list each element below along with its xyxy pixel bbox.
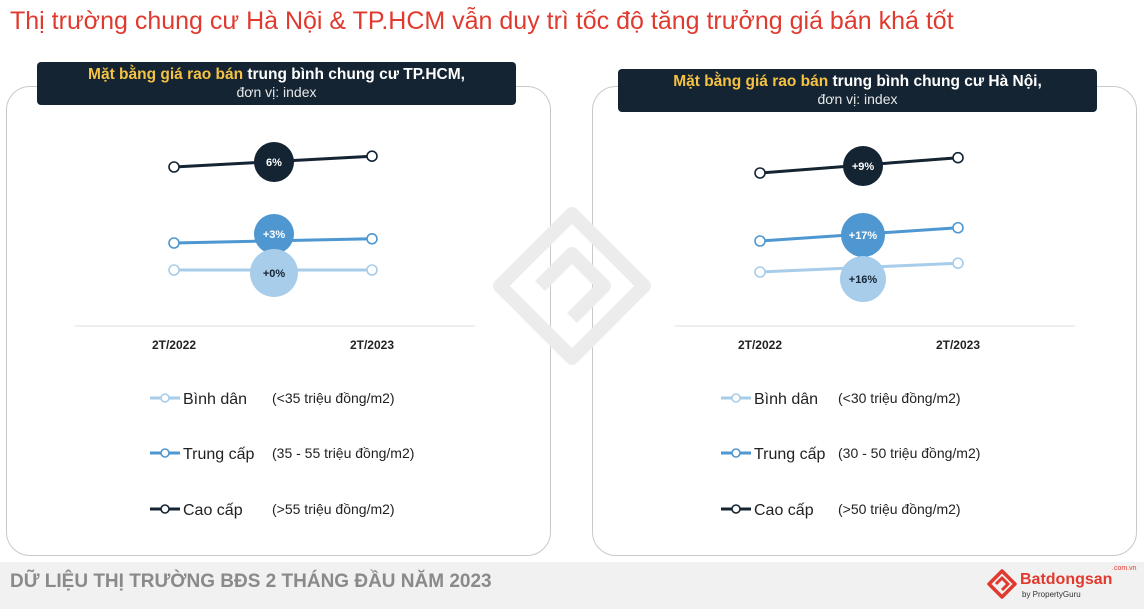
hanoi-legend-range-1: (30 - 50 triệu đồng/m2) [838, 445, 980, 461]
hanoi-legend-marker-0 [731, 504, 741, 514]
hcm-point-2-1 [366, 264, 378, 276]
batdongsan-logo-icon [987, 569, 1017, 599]
hcm-legend-range-2: (<35 triệu đồng/m2) [272, 390, 395, 406]
hcm-header-unit: đơn vị: index [236, 84, 317, 100]
logo-name: Batdongsan [1020, 571, 1113, 588]
hanoi-change-bubble-2 [840, 256, 886, 302]
hcm-legend-marker-2 [160, 393, 170, 403]
hanoi-header-unit: đơn vị: index [817, 91, 898, 107]
hanoi-change-bubble-0 [843, 146, 883, 186]
hcm-x-tick-0: 2T/2022 [152, 338, 196, 352]
hcm-change-label-1: +3% [263, 229, 286, 241]
hanoi-legend-marker-1 [731, 448, 741, 458]
hanoi-header-highlight: Mặt bằng giá rao bán [673, 73, 829, 90]
hanoi-legend-name-0: Cao cấp [754, 502, 814, 519]
hanoi-chart-header: Mặt bằng giá rao bán trung bình chung cư… [618, 69, 1097, 112]
logo-domain: .com.vn [1112, 565, 1137, 572]
page-title: Thị trường chung cư Hà Nội & TP.HCM vẫn … [10, 7, 954, 35]
hcm-point-2-0 [168, 264, 180, 276]
hcm-point-0-0 [168, 161, 180, 173]
footer-text: DỮ LIỆU THỊ TRƯỜNG BĐS 2 THÁNG ĐẦU NĂM 2… [10, 571, 492, 592]
hanoi-point-1-1 [952, 221, 964, 234]
hcm-point-1-1 [366, 233, 378, 245]
hcm-change-label-0: 6% [266, 157, 282, 169]
hcm-change-label-2: +0% [263, 268, 286, 280]
hcm-change-bubble-0 [254, 142, 294, 182]
hanoi-x-tick-1: 2T/2023 [936, 338, 980, 352]
hanoi-change-label-2: +16% [849, 274, 878, 286]
hcm-point-0-1 [366, 150, 378, 162]
hanoi-header-text: trung bình chung cư Hà Nội, [828, 73, 1042, 90]
hanoi-legend-range-2: (<30 triệu đồng/m2) [838, 390, 961, 406]
footer-bar [0, 562, 1144, 609]
watermark-icon [493, 207, 651, 365]
hanoi-legend-name-2: Bình dân [754, 391, 818, 408]
hanoi-point-2-0 [754, 266, 766, 278]
hanoi-point-0-1 [952, 151, 964, 164]
hcm-legend-marker-1 [160, 448, 170, 458]
hcm-x-tick-1: 2T/2023 [350, 338, 394, 352]
hcm-legend-marker-0 [160, 504, 170, 514]
hanoi-point-2-1 [952, 257, 964, 270]
hanoi-legend-marker-2 [731, 393, 741, 403]
hanoi-legend-name-1: Trung cấp [754, 446, 826, 463]
hcm-line-chart: 2T/2022 2T/2023 6% Cao cấp (>55 triệu đồng/m… [75, 142, 475, 519]
hcm-legend-name-0: Cao cấp [183, 502, 243, 519]
logo-subtitle: by PropertyGuru [1022, 590, 1081, 599]
hanoi-change-label-0: +9% [852, 161, 875, 173]
hcm-legend-range-0: (>55 triệu đồng/m2) [272, 501, 395, 517]
hcm-legend-name-1: Trung cấp [183, 446, 255, 463]
hanoi-point-1-0 [754, 235, 766, 247]
hcm-header-highlight: Mặt bằng giá rao bán [88, 66, 244, 83]
batdongsan-logo: Batdongsan by PropertyGuru .com.vn [986, 564, 1137, 604]
hanoi-legend-range-0: (>50 triệu đồng/m2) [838, 501, 961, 517]
hanoi-change-label-1: +17% [849, 230, 878, 242]
hanoi-change-bubble-1 [841, 213, 885, 257]
hcm-point-1-0 [168, 237, 180, 249]
hcm-legend-name-2: Bình dân [183, 391, 247, 408]
hanoi-point-0-0 [754, 167, 766, 179]
hcm-change-bubble-1 [254, 214, 294, 254]
hanoi-line-chart: 2T/2022 2T/2023 +9% Cao cấp (>50 triệu đồng/… [675, 146, 1075, 519]
hcm-legend-range-1: (35 - 55 triệu đồng/m2) [272, 445, 414, 461]
hcm-chart-header: Mặt bằng giá rao bán trung bình chung cư… [37, 62, 516, 105]
hcm-change-bubble-2 [250, 249, 298, 297]
hanoi-x-tick-0: 2T/2022 [738, 338, 782, 352]
hcm-header-text: trung bình chung cư TP.HCM, [243, 66, 465, 83]
